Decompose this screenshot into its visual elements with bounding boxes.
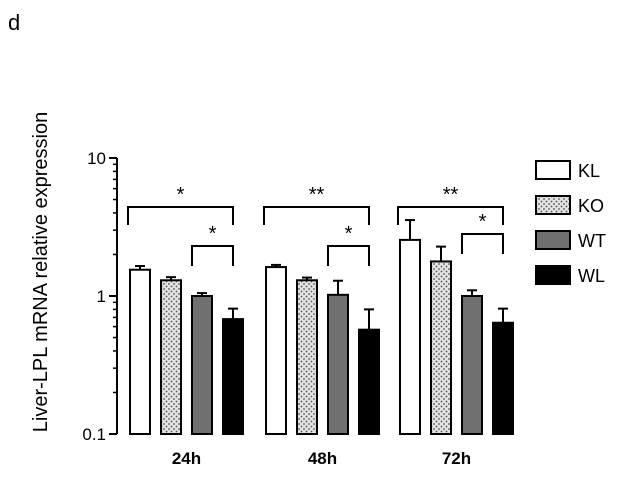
- bar-ko-48h: [296, 279, 318, 435]
- axes: 0.1 1 10 Liver-LPL mRNA relative expression…: [30, 112, 471, 468]
- significance-label: **: [443, 184, 459, 206]
- significance-label: *: [209, 223, 217, 245]
- y-tick-label: 0.1: [82, 425, 106, 444]
- bar-ko-24h: [160, 279, 182, 435]
- significance-label: *: [177, 184, 185, 206]
- legend-label-wt: WT: [578, 231, 606, 251]
- significance-bracket: [327, 245, 370, 266]
- bar-kl-72h: [399, 238, 421, 435]
- bars: [129, 219, 514, 435]
- significance-bracket: [191, 245, 234, 266]
- x-tick-label: 48h: [308, 449, 337, 468]
- significance-label: **: [309, 184, 325, 206]
- bar-kl-24h: [129, 268, 151, 435]
- bar-wl-24h: [222, 318, 244, 435]
- legend-swatch-kl: [535, 160, 571, 180]
- x-tick-label: 72h: [442, 449, 471, 468]
- significance-label: *: [345, 223, 353, 245]
- significance-brackets: ********: [127, 184, 504, 266]
- bar-wt-48h: [327, 293, 349, 435]
- legend-swatch-ko: [535, 195, 571, 215]
- significance-bracket: [263, 206, 370, 225]
- significance-bracket: [127, 206, 234, 225]
- panel-label: d: [8, 10, 21, 35]
- legend-label-wl: WL: [578, 266, 605, 286]
- legend-swatch-wl: [535, 265, 571, 285]
- x-tick-label: 24h: [172, 449, 201, 468]
- bar-ko-72h: [430, 260, 452, 435]
- significance-bracket: [461, 233, 504, 254]
- bar-wt-24h: [191, 295, 213, 435]
- bar-wl-48h: [358, 328, 380, 435]
- y-tick-label: 10: [87, 149, 106, 168]
- y-tick-label: 1: [97, 287, 106, 306]
- bar-wt-72h: [461, 295, 483, 435]
- legend: KL KO WT WL: [535, 160, 606, 286]
- significance-label: *: [479, 211, 487, 233]
- bar-wl-72h: [492, 321, 514, 435]
- significance-bracket: [397, 206, 504, 225]
- legend-label-ko: KO: [578, 196, 604, 216]
- bar-kl-48h: [265, 266, 287, 435]
- legend-label-kl: KL: [578, 161, 600, 181]
- y-axis-title: Liver-LPL mRNA relative expression: [30, 112, 52, 433]
- legend-swatch-wt: [535, 230, 571, 250]
